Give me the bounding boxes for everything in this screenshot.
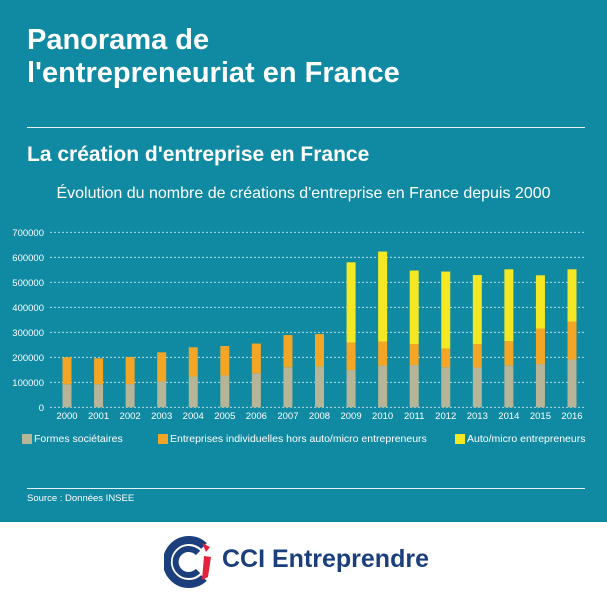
legend-item-individuelles: Entreprises individuelles hors auto/micr… xyxy=(158,433,427,445)
bar-segment-societaires xyxy=(535,364,545,408)
bar-segment-individuelles xyxy=(472,344,482,368)
bar-segment-societaires xyxy=(504,365,514,408)
bar-segment-individuelles xyxy=(94,358,104,385)
bar-segment-auto-micro xyxy=(504,269,514,342)
bar-segment-societaires xyxy=(283,367,293,408)
x-tick-label: 2011 xyxy=(404,411,424,422)
bar-segment-societaires xyxy=(346,370,356,408)
bar-segment-individuelles xyxy=(441,348,451,368)
bar-segment-societaires xyxy=(441,367,451,408)
bar-segment-individuelles xyxy=(409,344,419,366)
bar-segment-individuelles xyxy=(315,334,324,367)
bar-segment-auto-micro xyxy=(378,251,388,342)
bar-segment-individuelles xyxy=(251,343,261,374)
y-tick-label: 700000 xyxy=(12,228,44,239)
legend-label: Auto/micro entrepreneurs xyxy=(467,433,586,445)
bar-segment-societaires xyxy=(315,366,324,408)
bar-segment-auto-micro xyxy=(472,275,482,345)
x-tick-label: 2001 xyxy=(88,411,109,422)
y-tick-label: 100000 xyxy=(12,378,44,389)
y-tick-label: 600000 xyxy=(12,253,44,264)
legend-swatch xyxy=(455,434,465,444)
legend-swatch xyxy=(22,434,32,444)
bar-segment-individuelles xyxy=(283,335,293,368)
bar-segment-societaires xyxy=(62,384,72,408)
y-tick-label: 0 xyxy=(39,403,44,414)
bar-segment-auto-micro xyxy=(441,271,451,349)
section-subtitle: La création d'entreprise en France xyxy=(27,143,370,166)
bar-chart: 0 100000 200000 300000 400000 500000 600000 700… xyxy=(12,228,585,422)
divider xyxy=(27,488,585,489)
x-tick-label: 2003 xyxy=(151,411,172,422)
x-tick-label: 2000 xyxy=(56,411,77,422)
x-tick-label: 2006 xyxy=(246,411,267,422)
legend-swatch xyxy=(158,434,168,444)
bar-segment-societaires xyxy=(251,373,261,408)
x-tick-label: 2010 xyxy=(372,411,393,422)
bar-segment-individuelles xyxy=(378,341,388,366)
chart-title: Évolution du nombre de créations d'entre… xyxy=(56,185,551,202)
bar-segment-societaires xyxy=(157,381,167,408)
x-tick-label: 2013 xyxy=(467,411,488,422)
bar-segment-auto-micro xyxy=(409,270,419,345)
x-tick-label: 2009 xyxy=(340,411,361,422)
bar-segment-individuelles xyxy=(125,357,135,385)
bar-segment-auto-micro xyxy=(346,262,356,343)
bar-segment-societaires xyxy=(567,359,577,408)
bar-segment-societaires xyxy=(125,384,135,408)
page-title: Panorama de l'entrepreneuriat en France xyxy=(27,24,400,90)
bar-segment-societaires xyxy=(94,384,104,408)
x-tick-label: 2004 xyxy=(183,411,204,422)
legend-item-societaires: Formes sociétaires xyxy=(22,433,123,445)
bar-segment-individuelles xyxy=(188,347,198,377)
infographic-panel xyxy=(0,0,607,522)
x-tick-label: 2008 xyxy=(309,411,330,422)
bar-segment-individuelles xyxy=(346,342,356,371)
bar-segment-individuelles xyxy=(157,352,167,382)
x-tick-label: 2002 xyxy=(120,411,141,422)
bar-segment-societaires xyxy=(220,375,230,408)
bar-segment-individuelles xyxy=(62,357,72,385)
title-line-1: Panorama de xyxy=(27,24,210,56)
brand-name: CCI Entreprendre xyxy=(222,545,429,573)
bar-segment-individuelles xyxy=(220,346,230,376)
bar-segment-auto-micro xyxy=(535,275,545,329)
source-note: Source : Données INSEE xyxy=(27,493,135,504)
x-tick-label: 2007 xyxy=(277,411,298,422)
bar-segment-societaires xyxy=(188,376,198,408)
bar-segment-societaires xyxy=(378,365,388,408)
bar-segment-individuelles xyxy=(504,341,514,366)
bar-segment-individuelles xyxy=(567,321,577,360)
x-tick-label: 2016 xyxy=(561,411,582,422)
bar-segment-societaires xyxy=(472,367,482,408)
legend-label: Entreprises individuelles hors auto/micr… xyxy=(170,433,427,445)
title-line-2: l'entrepreneuriat en France xyxy=(27,57,400,89)
y-tick-label: 300000 xyxy=(12,328,44,339)
bar-segment-societaires xyxy=(409,365,419,408)
y-tick-label: 500000 xyxy=(12,278,44,289)
y-tick-label: 400000 xyxy=(12,303,44,314)
x-tick-label: 2015 xyxy=(530,411,551,422)
cci-logo-icon xyxy=(164,536,211,588)
legend-label: Formes sociétaires xyxy=(34,433,123,445)
bar-segment-individuelles xyxy=(535,328,545,365)
divider xyxy=(27,127,585,128)
bar-segment-auto-micro xyxy=(567,269,577,322)
x-tick-label: 2005 xyxy=(214,411,235,422)
legend-item-auto-micro: Auto/micro entrepreneurs xyxy=(455,433,585,445)
y-tick-label: 200000 xyxy=(12,353,44,364)
x-tick-label: 2014 xyxy=(498,411,519,422)
x-tick-label: 2012 xyxy=(435,411,456,422)
